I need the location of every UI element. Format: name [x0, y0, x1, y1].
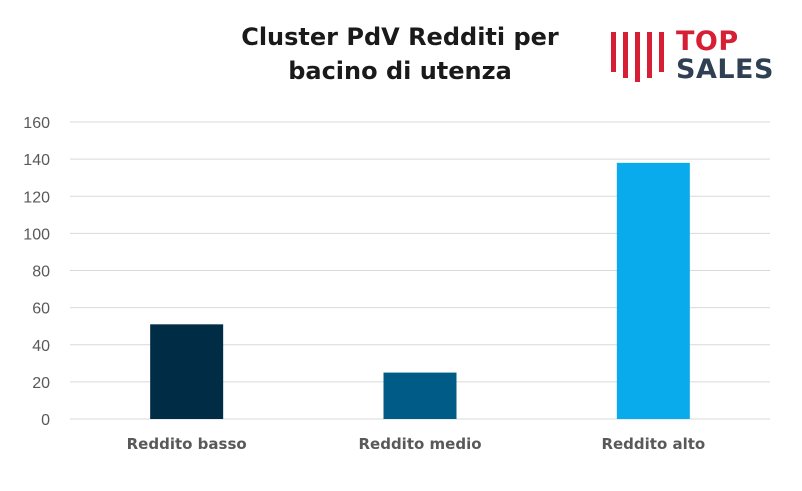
bar-reddito-basso	[150, 324, 224, 419]
y-tick-label: 40	[32, 338, 50, 355]
y-tick-label: 60	[32, 301, 50, 318]
y-tick-label: 140	[23, 152, 50, 169]
x-category-label: Reddito basso	[127, 435, 247, 453]
y-tick-label: 160	[23, 115, 50, 132]
y-tick-label: 80	[32, 264, 50, 281]
bar-reddito-medio	[383, 372, 457, 419]
y-tick-label: 100	[23, 226, 50, 243]
x-axis-category-labels: Reddito basso Reddito medio Reddito alto	[127, 435, 706, 453]
logo-text-sales: SALES	[676, 54, 774, 85]
y-tick-label: 120	[23, 189, 50, 206]
chart-title-line-1: Cluster PdV Redditi per	[241, 23, 559, 51]
bar-reddito-alto	[616, 162, 690, 419]
y-axis-tick-labels: 0 20 40 60 80 100 120 140 160	[23, 115, 50, 429]
logo-bars-icon	[611, 32, 664, 82]
top-sales-logo: TOP SALES	[606, 26, 786, 88]
chart-title-line-2: bacino di utenza	[288, 57, 512, 85]
bars	[150, 162, 690, 419]
y-tick-label: 20	[32, 375, 50, 392]
x-category-label: Reddito medio	[358, 435, 481, 453]
y-tick-label: 0	[41, 412, 50, 429]
x-category-label: Reddito alto	[601, 435, 705, 453]
chart-title: Cluster PdV Redditi per bacino di utenza	[200, 20, 600, 88]
logo-text-top: TOP	[676, 26, 739, 57]
